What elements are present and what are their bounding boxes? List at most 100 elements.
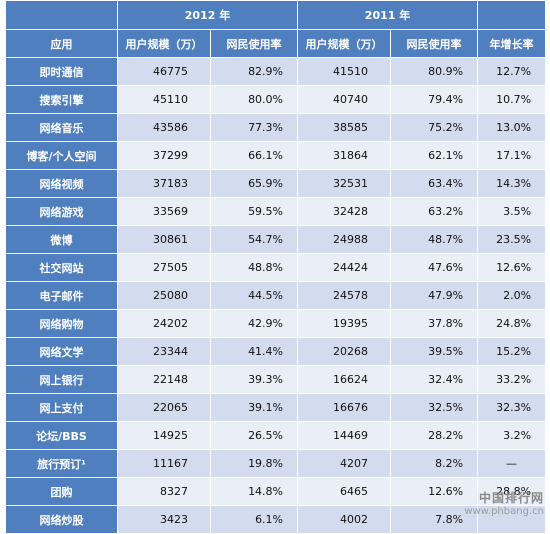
cell-app: 即时通信 (5, 57, 118, 86)
cell-users-2012: 37299 (117, 141, 211, 170)
cell-users-2012: 24202 (117, 309, 211, 338)
cell-growth: 32.3% (477, 393, 547, 422)
cell-users-2011: 24578 (297, 281, 392, 310)
internet-application-usage-table: 2012 年 2011 年 应用 用户规模（万） 网民使用率 用户规模（万） 网… (5, 0, 547, 534)
watermark-url: www.phbang.cn (464, 506, 544, 517)
cell-rate-2012: 77.3% (209, 113, 299, 142)
cell-rate-2012: 41.4% (209, 337, 299, 366)
cell-growth: 23.5% (477, 225, 547, 254)
cell-growth: 3.5% (477, 197, 547, 226)
cell-rate-2011: 39.5% (390, 337, 479, 366)
cell-growth: 12.7% (477, 57, 547, 86)
cell-rate-2011: 12.6% (390, 477, 479, 506)
header-row-columns: 应用 用户规模（万） 网民使用率 用户规模（万） 网民使用率 年增长率 (5, 29, 547, 58)
cell-growth: 33.2% (477, 365, 547, 394)
cell-rate-2011: 47.9% (390, 281, 479, 310)
cell-users-2011: 19395 (297, 309, 392, 338)
cell-app: 博客/个人空间 (5, 141, 118, 170)
cell-users-2012: 8327 (117, 477, 211, 506)
cell-users-2011: 38585 (297, 113, 392, 142)
cell-app: 微博 (5, 225, 118, 254)
table-row: 微博 30861 54.7% 24988 48.7% 23.5% (5, 225, 547, 254)
cell-rate-2011: 79.4% (390, 85, 479, 114)
cell-rate-2012: 44.5% (209, 281, 299, 310)
cell-rate-2012: 66.1% (209, 141, 299, 170)
cell-growth: 28.8% (477, 477, 547, 506)
table-row: 旅行预订¹ 11167 19.8% 4207 8.2% — (5, 449, 547, 478)
header-blank-cell (5, 0, 118, 30)
cell-users-2011: 32428 (297, 197, 392, 226)
table-row: 网上支付 22065 39.1% 16676 32.5% 32.3% (5, 393, 547, 422)
cell-rate-2012: 39.3% (209, 365, 299, 394)
cell-users-2012: 45110 (117, 85, 211, 114)
cell-users-2011: 4002 (297, 505, 392, 534)
cell-rate-2011: 48.7% (390, 225, 479, 254)
table-row: 博客/个人空间 37299 66.1% 31864 62.1% 17.1% (5, 141, 547, 170)
cell-app: 网络音乐 (5, 113, 118, 142)
cell-growth: 10.7% (477, 85, 547, 114)
table-row: 网络购物 24202 42.9% 19395 37.8% 24.8% (5, 309, 547, 338)
cell-rate-2012: 59.5% (209, 197, 299, 226)
cell-growth: 13.0% (477, 113, 547, 142)
cell-rate-2012: 14.8% (209, 477, 299, 506)
table-row: 电子邮件 25080 44.5% 24578 47.9% 2.0% (5, 281, 547, 310)
cell-users-2011: 24988 (297, 225, 392, 254)
stats-table-container: 2012 年 2011 年 应用 用户规模（万） 网民使用率 用户规模（万） 网… (5, 0, 547, 534)
cell-rate-2012: 65.9% (209, 169, 299, 198)
table-row: 网络文学 23344 41.4% 20268 39.5% 15.2% (5, 337, 547, 366)
cell-rate-2011: 75.2% (390, 113, 479, 142)
cell-growth: 12.6% (477, 253, 547, 282)
cell-users-2012: 46775 (117, 57, 211, 86)
header-rate-2011: 网民使用率 (390, 29, 479, 58)
header-row-years: 2012 年 2011 年 (5, 0, 547, 30)
cell-users-2012: 33569 (117, 197, 211, 226)
cell-users-2011: 32531 (297, 169, 392, 198)
header-growth: 年增长率 (477, 29, 547, 58)
cell-growth: 17.1% (477, 141, 547, 170)
cell-app: 旅行预订¹ (5, 449, 118, 478)
cell-users-2012: 22065 (117, 393, 211, 422)
cell-users-2012: 14925 (117, 421, 211, 450)
cell-users-2011: 24424 (297, 253, 392, 282)
cell-users-2011: 16676 (297, 393, 392, 422)
cell-rate-2011: 32.5% (390, 393, 479, 422)
cell-rate-2012: 19.8% (209, 449, 299, 478)
cell-rate-2011: 63.4% (390, 169, 479, 198)
cell-app: 网上银行 (5, 365, 118, 394)
cell-users-2012: 23344 (117, 337, 211, 366)
cell-users-2011: 6465 (297, 477, 392, 506)
cell-app: 搜索引擎 (5, 85, 118, 114)
cell-app: 网络炒股 (5, 505, 118, 534)
cell-growth: 3.2% (477, 421, 547, 450)
cell-app: 网络购物 (5, 309, 118, 338)
cell-growth: 15.2% (477, 337, 547, 366)
cell-rate-2012: 80.0% (209, 85, 299, 114)
table-row: 网络视频 37183 65.9% 32531 63.4% 14.3% (5, 169, 547, 198)
cell-app: 网络视频 (5, 169, 118, 198)
header-app: 应用 (5, 29, 118, 58)
cell-app: 团购 (5, 477, 118, 506)
cell-users-2012: 3423 (117, 505, 211, 534)
cell-users-2011: 20268 (297, 337, 392, 366)
cell-users-2012: 30861 (117, 225, 211, 254)
header-blank-cell (477, 0, 547, 30)
cell-rate-2011: 47.6% (390, 253, 479, 282)
header-year-2011: 2011 年 (297, 0, 479, 30)
cell-rate-2012: 39.1% (209, 393, 299, 422)
cell-rate-2012: 54.7% (209, 225, 299, 254)
cell-users-2011: 31864 (297, 141, 392, 170)
watermark: 中国排行网 www.phbang.cn (464, 489, 544, 517)
table-row: 论坛/BBS 14925 26.5% 14469 28.2% 3.2% (5, 421, 547, 450)
cell-users-2011: 16624 (297, 365, 392, 394)
cell-rate-2011: 8.2% (390, 449, 479, 478)
cell-app: 网上支付 (5, 393, 118, 422)
cell-rate-2011: 62.1% (390, 141, 479, 170)
cell-users-2012: 22148 (117, 365, 211, 394)
cell-rate-2011: 63.2% (390, 197, 479, 226)
cell-rate-2011: 80.9% (390, 57, 479, 86)
cell-users-2012: 27505 (117, 253, 211, 282)
cell-users-2011: 4207 (297, 449, 392, 478)
table-row: 网络音乐 43586 77.3% 38585 75.2% 13.0% (5, 113, 547, 142)
cell-users-2011: 40740 (297, 85, 392, 114)
cell-rate-2012: 42.9% (209, 309, 299, 338)
